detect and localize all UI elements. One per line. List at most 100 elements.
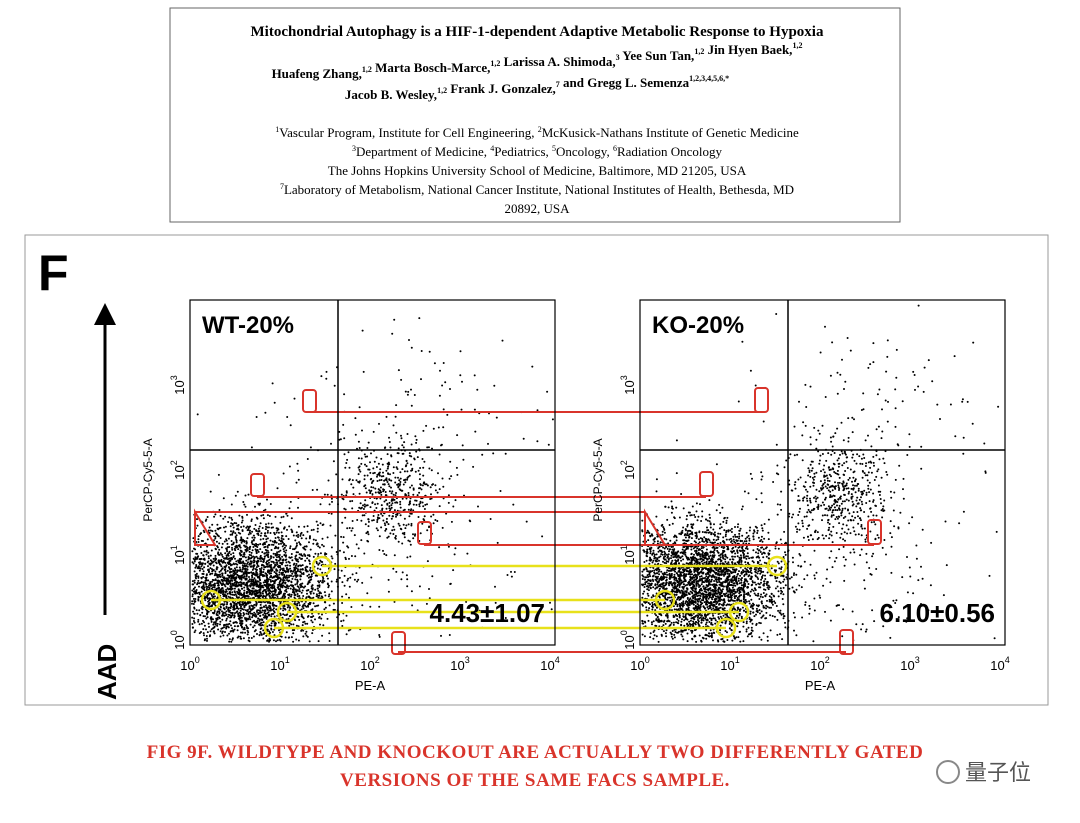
event-dot [249, 545, 252, 548]
event-dot [303, 553, 306, 556]
event-dot [243, 604, 246, 607]
event-dot [290, 593, 293, 596]
event-dot [310, 619, 313, 622]
event-dot [221, 610, 223, 613]
event-dot [385, 554, 388, 557]
event-dot [254, 621, 257, 624]
event-dot [330, 442, 332, 445]
event-dot [394, 415, 397, 418]
event-dot [211, 572, 214, 575]
event-dot [290, 580, 293, 583]
event-dot [418, 585, 421, 588]
event-dot [406, 393, 409, 396]
event-dot [281, 567, 284, 570]
event-dot [232, 622, 235, 624]
event-dot [199, 558, 202, 560]
event-dot [231, 600, 234, 603]
event-dot [270, 526, 273, 529]
event-dot [247, 631, 250, 634]
event-dot [306, 557, 309, 560]
event-dot [683, 619, 686, 622]
event-dot [235, 522, 238, 525]
event-dot [234, 612, 236, 615]
event-dot [219, 620, 222, 623]
event-dot [276, 527, 279, 530]
event-dot [260, 571, 263, 574]
event-dot [262, 514, 265, 516]
event-dot [691, 505, 694, 508]
event-dot [737, 579, 740, 582]
event-dot [693, 514, 696, 516]
event-dot [218, 610, 220, 613]
event-dot [266, 570, 269, 573]
event-dot [294, 603, 297, 606]
event-dot [308, 541, 310, 544]
event-dot [276, 551, 279, 554]
event-dot [255, 549, 258, 552]
event-dot [206, 516, 209, 518]
event-dot [350, 529, 353, 532]
event-dot [343, 574, 346, 577]
event-dot [285, 614, 288, 616]
event-dot [680, 559, 683, 562]
event-dot [383, 479, 386, 482]
event-dot [260, 514, 263, 517]
event-dot [212, 593, 215, 596]
event-dot [193, 631, 196, 634]
event-dot [704, 593, 707, 596]
event-dot [388, 514, 391, 517]
event-dot [342, 551, 345, 554]
event-dot [280, 537, 283, 540]
event-dot [327, 586, 330, 589]
event-dot [642, 592, 645, 595]
event-dot [388, 441, 391, 443]
event-dot [272, 556, 275, 559]
event-dot [729, 529, 732, 532]
event-dot [403, 479, 405, 482]
event-dot [212, 557, 215, 560]
event-dot [364, 499, 367, 502]
event-dot [759, 612, 761, 615]
event-dot [378, 634, 381, 636]
event-dot [233, 567, 236, 570]
event-dot [476, 388, 479, 391]
event-dot [220, 578, 223, 581]
event-dot [790, 576, 793, 579]
event-dot [760, 638, 763, 641]
event-dot [201, 563, 204, 566]
event-dot [222, 594, 225, 597]
event-dot [255, 581, 258, 584]
event-dot [245, 603, 248, 606]
event-dot [245, 550, 248, 553]
event-dot [211, 568, 213, 571]
event-dot [278, 559, 281, 562]
event-dot [202, 632, 205, 635]
event-dot [242, 525, 245, 528]
event-dot [295, 481, 298, 484]
event-dot [466, 552, 469, 555]
event-dot [271, 543, 273, 546]
event-dot [742, 556, 745, 559]
event-dot [221, 603, 224, 606]
event-dot [381, 463, 384, 466]
event-dot [741, 577, 743, 579]
event-dot [237, 531, 240, 534]
event-dot [209, 567, 212, 570]
event-dot [200, 552, 203, 554]
event-dot [233, 625, 236, 628]
event-dot [291, 588, 294, 591]
event-dot [232, 630, 235, 633]
event-dot [197, 618, 200, 621]
event-dot [280, 531, 283, 534]
event-dot [269, 580, 272, 583]
event-dot [245, 612, 248, 615]
event-dot [273, 590, 276, 593]
event-dot [363, 552, 366, 555]
event-dot [288, 636, 291, 639]
event-dot [407, 494, 410, 497]
event-dot [649, 535, 652, 538]
event-dot [681, 529, 684, 532]
event-dot [730, 527, 733, 530]
event-dot [386, 467, 389, 470]
event-dot [287, 538, 290, 540]
